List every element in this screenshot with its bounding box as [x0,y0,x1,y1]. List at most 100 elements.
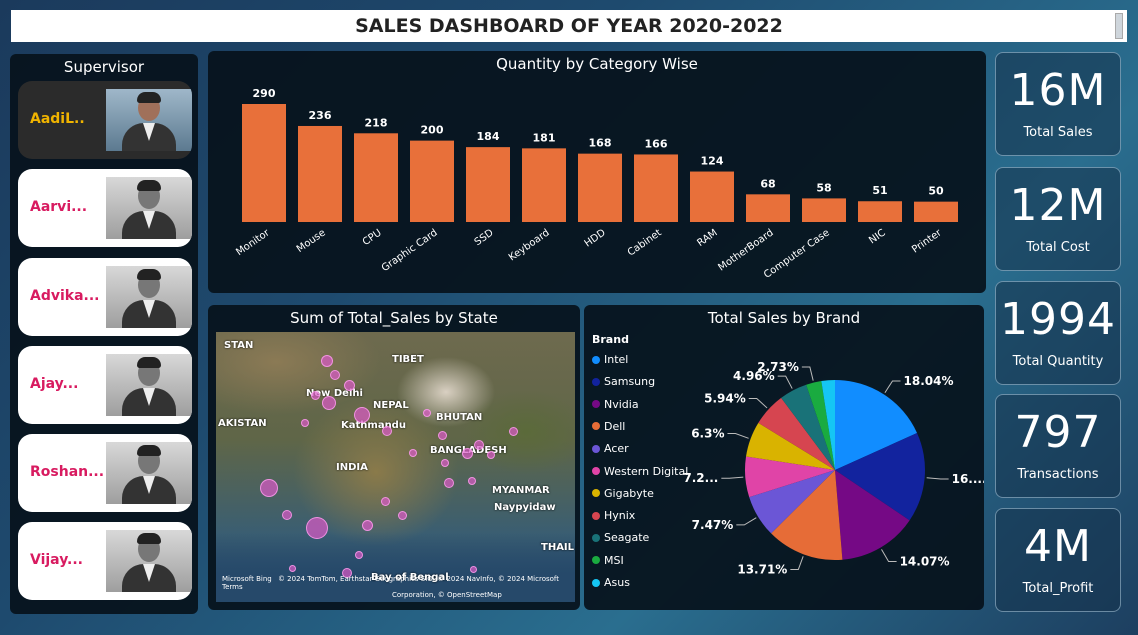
state-sales-bubble[interactable] [354,407,370,423]
map-place-label: Kathmandu [341,420,406,431]
state-sales-bubble[interactable] [355,551,363,559]
legend-label: Dell [604,419,626,433]
avatar [106,442,192,504]
avatar [106,354,192,416]
map-place-label: BHUTAN [436,412,483,423]
state-sales-bubble[interactable] [322,396,336,410]
state-sales-bubble[interactable] [444,478,454,488]
bar-ram[interactable] [690,171,734,222]
state-sales-bubble[interactable] [474,440,484,450]
state-sales-bubble[interactable] [397,510,407,520]
legend-item[interactable]: Nvidia [592,398,639,411]
kpi-value: 4M [1024,521,1092,572]
legend-item[interactable]: MSI [592,554,624,567]
bar-computer-case[interactable] [802,198,846,222]
attribution-text-2[interactable]: Corporation, © OpenStreetMap [392,591,502,599]
bar-cpu[interactable] [354,133,398,222]
legend-swatch [592,578,600,587]
state-sales-bubble[interactable] [301,419,309,427]
legend-item[interactable]: Intel [592,353,628,366]
state-sales-bubble[interactable] [441,459,449,467]
pie-slice-nvidia[interactable] [835,470,910,560]
map-place-label: INDIA [336,462,368,473]
bar-cabinet[interactable] [634,154,678,222]
state-sales-bubble[interactable] [306,517,328,539]
category-tick-label: Keyboard [507,227,552,263]
bar-chart-title: Quantity by Category Wise [496,55,698,73]
supervisor-card[interactable]: Vijay... [18,522,192,600]
pie-leader-line [736,517,757,526]
bar-mouse[interactable] [298,125,342,222]
pie-data-label: 16.... [952,472,984,486]
state-sales-bubble[interactable] [487,451,495,459]
legend-item[interactable]: Acer [592,442,629,455]
state-sales-bubble[interactable] [382,426,392,436]
bar-graphic-card[interactable] [410,140,454,222]
bar-ssd[interactable] [466,147,510,222]
state-sales-bubble[interactable] [342,568,352,578]
state-sales-bubble[interactable] [380,496,390,506]
legend-swatch [592,489,600,498]
pie-data-label: 7.2... [683,471,718,485]
pie-slice-western-digital[interactable] [745,456,835,498]
state-sales-bubble[interactable] [343,379,355,391]
state-sales-bubble[interactable] [330,370,340,380]
pie-slice-msi[interactable] [806,381,835,470]
pie-data-label: 6.3% [691,427,724,441]
pie-slice-samsung[interactable] [835,432,925,521]
pie-slice-asus[interactable] [821,380,835,470]
supervisor-card[interactable]: Ajay... [18,346,192,424]
state-sales-bubble[interactable] [468,477,476,485]
kpi-label: Total Quantity [1012,354,1104,369]
state-sales-bubble[interactable] [321,355,333,367]
state-sales-bubble[interactable] [288,564,296,572]
legend-item[interactable]: Asus [592,576,630,589]
legend-swatch [592,400,600,409]
bar-monitor[interactable] [242,104,286,222]
pie-slice-dell[interactable] [771,470,843,560]
kpi-card: 4M Total_Profit [995,508,1121,612]
legend-label: Acer [604,442,629,456]
map-canvas[interactable]: STAN AKISTAN New Delhi NEPAL Kathmandu TIBET B… [216,332,575,602]
legend-item[interactable]: Samsung [592,375,655,388]
map-ocean [216,532,575,602]
legend-item[interactable]: Hynix [592,509,635,522]
state-sales-bubble[interactable] [461,447,473,459]
pie-leader-line [790,556,804,570]
state-sales-bubble[interactable] [469,565,477,573]
bar-motherboard[interactable] [746,194,790,222]
state-sales-bubble[interactable] [282,510,292,520]
state-sales-bubble[interactable] [423,409,431,417]
pie-slice-intel[interactable] [835,380,918,470]
pie-slice-gigabyte[interactable] [746,422,835,470]
legend-item[interactable]: Gigabyte [592,487,654,500]
attribution-text[interactable]: © 2024 TomTom, Earthstar Geographics SIO… [222,575,559,591]
supervisor-card[interactable]: Aarvi... [18,169,192,247]
bar-keyboard[interactable] [522,148,566,222]
pie-slice-hynix[interactable] [758,397,835,470]
state-sales-bubble[interactable] [508,426,518,436]
legend-swatch [592,533,600,542]
state-sales-bubble[interactable] [437,430,447,440]
state-sales-bubble[interactable] [409,449,417,457]
legend-item[interactable]: Seagate [592,531,649,544]
map-place-label: Bay of Bengal [371,572,449,583]
supervisor-card[interactable]: AadiL.. [18,81,192,159]
legend-item[interactable]: Dell [592,420,625,433]
state-sales-bubble[interactable] [361,519,373,531]
supervisor-name: Roshan... [30,464,105,480]
bar-printer[interactable] [914,201,958,222]
pie-slice-acer[interactable] [749,470,835,534]
category-tick-label: SSD [473,227,496,248]
bar-nic[interactable] [858,201,902,222]
legend-item[interactable]: Western Digital [592,465,688,478]
state-sales-bubble[interactable] [310,390,320,400]
supervisor-card[interactable]: Roshan... [18,434,192,512]
pie-slice-seagate[interactable] [781,384,835,470]
supervisor-card[interactable]: Advika... [18,258,192,336]
title-scrollbar[interactable] [1115,13,1123,39]
state-sales-bubble[interactable] [260,479,278,497]
pie-data-label: 13.71% [737,562,787,576]
bar-chart-svg: 290 Monitor 236 Mouse 218 CPU 200 Graphic Card 1… [234,87,958,281]
bar-hdd[interactable] [578,153,622,222]
